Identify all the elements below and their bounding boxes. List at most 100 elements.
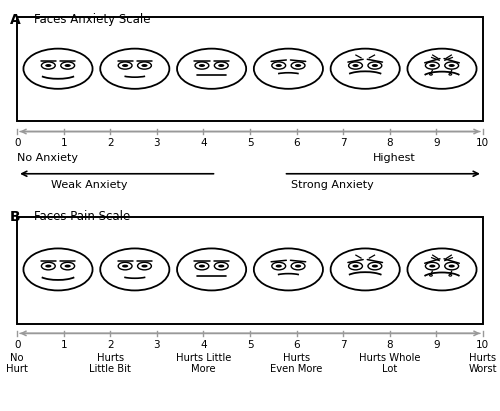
Text: 8: 8 <box>386 340 393 350</box>
Circle shape <box>276 265 282 268</box>
Circle shape <box>142 265 148 268</box>
Text: 2: 2 <box>107 138 114 148</box>
Circle shape <box>372 265 378 268</box>
Ellipse shape <box>100 248 170 291</box>
Ellipse shape <box>254 48 323 89</box>
Text: B: B <box>10 210 20 224</box>
Ellipse shape <box>42 262 55 270</box>
Circle shape <box>45 64 52 67</box>
Text: Strong Anxiety: Strong Anxiety <box>291 180 374 190</box>
Text: 2: 2 <box>107 340 114 350</box>
Circle shape <box>122 64 128 67</box>
Text: 6: 6 <box>293 340 300 350</box>
Circle shape <box>448 265 455 268</box>
Ellipse shape <box>291 262 305 270</box>
FancyBboxPatch shape <box>17 17 483 121</box>
Circle shape <box>429 64 436 67</box>
Circle shape <box>218 64 224 67</box>
Ellipse shape <box>426 262 439 270</box>
Text: Faces Pain Scale: Faces Pain Scale <box>34 210 130 223</box>
Text: 3: 3 <box>154 138 160 148</box>
Ellipse shape <box>138 62 151 69</box>
Text: 5: 5 <box>246 138 254 148</box>
Ellipse shape <box>24 248 92 291</box>
Text: 4: 4 <box>200 340 207 350</box>
Text: 8: 8 <box>386 138 393 148</box>
Circle shape <box>122 265 128 268</box>
Text: 6: 6 <box>293 138 300 148</box>
Ellipse shape <box>368 62 382 69</box>
Ellipse shape <box>330 248 400 291</box>
Text: 7: 7 <box>340 138 346 148</box>
Ellipse shape <box>195 262 209 270</box>
Ellipse shape <box>272 62 285 69</box>
Text: Highest: Highest <box>372 153 415 163</box>
Text: 0: 0 <box>14 138 20 148</box>
Circle shape <box>295 64 301 67</box>
Ellipse shape <box>348 62 362 69</box>
Ellipse shape <box>118 262 132 270</box>
Ellipse shape <box>272 262 285 270</box>
Ellipse shape <box>42 62 55 69</box>
Circle shape <box>295 265 301 268</box>
Ellipse shape <box>118 62 132 69</box>
Circle shape <box>448 64 455 67</box>
Text: Hurts
Worst: Hurts Worst <box>468 353 497 374</box>
Ellipse shape <box>408 248 476 291</box>
Text: 1: 1 <box>60 138 67 148</box>
Ellipse shape <box>177 48 246 89</box>
Ellipse shape <box>449 275 452 276</box>
Text: 9: 9 <box>433 340 440 350</box>
Text: Faces Anxiety Scale: Faces Anxiety Scale <box>34 13 150 26</box>
Circle shape <box>45 265 52 268</box>
Ellipse shape <box>214 62 228 69</box>
Ellipse shape <box>449 74 452 75</box>
Circle shape <box>352 265 358 268</box>
Ellipse shape <box>330 48 400 89</box>
Text: 10: 10 <box>476 340 490 350</box>
Ellipse shape <box>138 262 151 270</box>
Circle shape <box>218 265 224 268</box>
Text: Weak Anxiety: Weak Anxiety <box>51 180 128 190</box>
Ellipse shape <box>408 48 476 89</box>
Ellipse shape <box>61 62 74 69</box>
Circle shape <box>64 265 71 268</box>
Ellipse shape <box>426 62 439 69</box>
Ellipse shape <box>291 62 305 69</box>
Ellipse shape <box>430 275 432 276</box>
Circle shape <box>352 64 358 67</box>
Text: 9: 9 <box>433 138 440 148</box>
Text: No Anxiety: No Anxiety <box>17 153 78 163</box>
FancyBboxPatch shape <box>17 217 483 324</box>
Ellipse shape <box>61 262 74 270</box>
Text: 10: 10 <box>476 138 490 148</box>
Text: 3: 3 <box>154 340 160 350</box>
Text: Hurts Little
More: Hurts Little More <box>176 353 231 374</box>
Ellipse shape <box>100 48 170 89</box>
Ellipse shape <box>348 262 362 270</box>
Circle shape <box>276 64 282 67</box>
Ellipse shape <box>368 262 382 270</box>
Circle shape <box>64 64 71 67</box>
Text: 5: 5 <box>246 340 254 350</box>
Circle shape <box>199 64 205 67</box>
Text: 0: 0 <box>14 340 20 350</box>
Ellipse shape <box>177 248 246 291</box>
Circle shape <box>429 265 436 268</box>
Circle shape <box>372 64 378 67</box>
Text: Hurts Whole
Lot: Hurts Whole Lot <box>359 353 420 374</box>
Ellipse shape <box>445 62 458 69</box>
Ellipse shape <box>254 248 323 291</box>
Circle shape <box>199 265 205 268</box>
Text: Hurts
Even More: Hurts Even More <box>270 353 322 374</box>
Ellipse shape <box>445 262 458 270</box>
Text: Hurts
Little Bit: Hurts Little Bit <box>90 353 132 374</box>
Circle shape <box>142 64 148 67</box>
Ellipse shape <box>214 262 228 270</box>
Text: A: A <box>10 13 21 27</box>
Text: 1: 1 <box>60 340 67 350</box>
Ellipse shape <box>195 62 209 69</box>
Text: 7: 7 <box>340 340 346 350</box>
Text: 4: 4 <box>200 138 207 148</box>
Text: No
Hurt: No Hurt <box>6 353 28 374</box>
